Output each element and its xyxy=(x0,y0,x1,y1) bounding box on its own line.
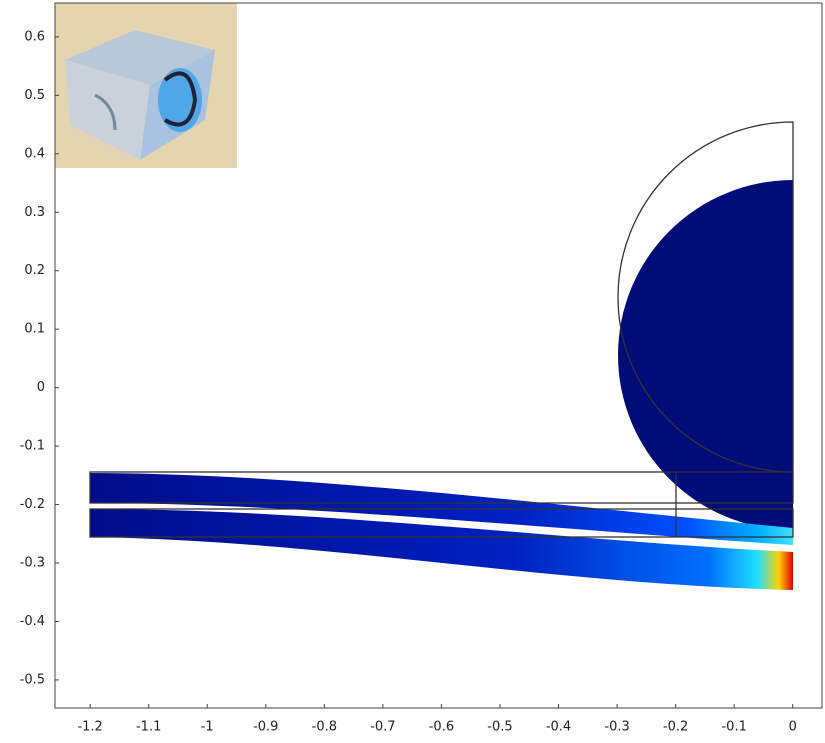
plot-content xyxy=(89,121,794,590)
x-tick-label: -0.7 xyxy=(370,720,395,735)
y-tick-label: 0.1 xyxy=(24,322,45,337)
y-tick-label: 0.2 xyxy=(24,263,45,278)
undeformed-upper-band xyxy=(89,471,794,504)
y-tick-label: -0.2 xyxy=(20,497,45,512)
x-tick-label: -0.5 xyxy=(487,720,512,735)
y-tick-label: -0.3 xyxy=(20,556,45,571)
undeformed-ball-outline xyxy=(617,121,794,473)
y-tick-label: 0.4 xyxy=(24,146,45,161)
logo xyxy=(55,3,237,168)
x-tick-label: 0 xyxy=(789,720,797,735)
x-tick-label: -0.4 xyxy=(546,720,571,735)
y-tick-label: 0.5 xyxy=(24,88,45,103)
x-tick-label: -1 xyxy=(201,720,214,735)
y-tick-label: 0.6 xyxy=(24,29,45,44)
deformed-lower-band xyxy=(90,509,793,590)
y-tick-label: 0.3 xyxy=(24,205,45,220)
x-tick-label: -1.2 xyxy=(77,720,102,735)
y-tick-label: 0 xyxy=(37,380,45,395)
deformed-ball xyxy=(618,180,793,530)
plot-frame xyxy=(54,2,823,709)
x-tick-label: -0.1 xyxy=(721,720,746,735)
x-tick-label: -0.3 xyxy=(604,720,629,735)
y-tick-label: -0.1 xyxy=(20,439,45,454)
x-tick-label: -0.9 xyxy=(253,720,278,735)
x-tick-label: -0.2 xyxy=(663,720,688,735)
x-tick-label: -1.1 xyxy=(136,720,161,735)
y-tick-label: -0.4 xyxy=(20,614,45,629)
y-tick-label: -0.5 xyxy=(20,672,45,687)
x-tick-label: -0.6 xyxy=(429,720,454,735)
undeformed-lower-band xyxy=(89,508,794,538)
x-tick-label: -0.8 xyxy=(312,720,337,735)
